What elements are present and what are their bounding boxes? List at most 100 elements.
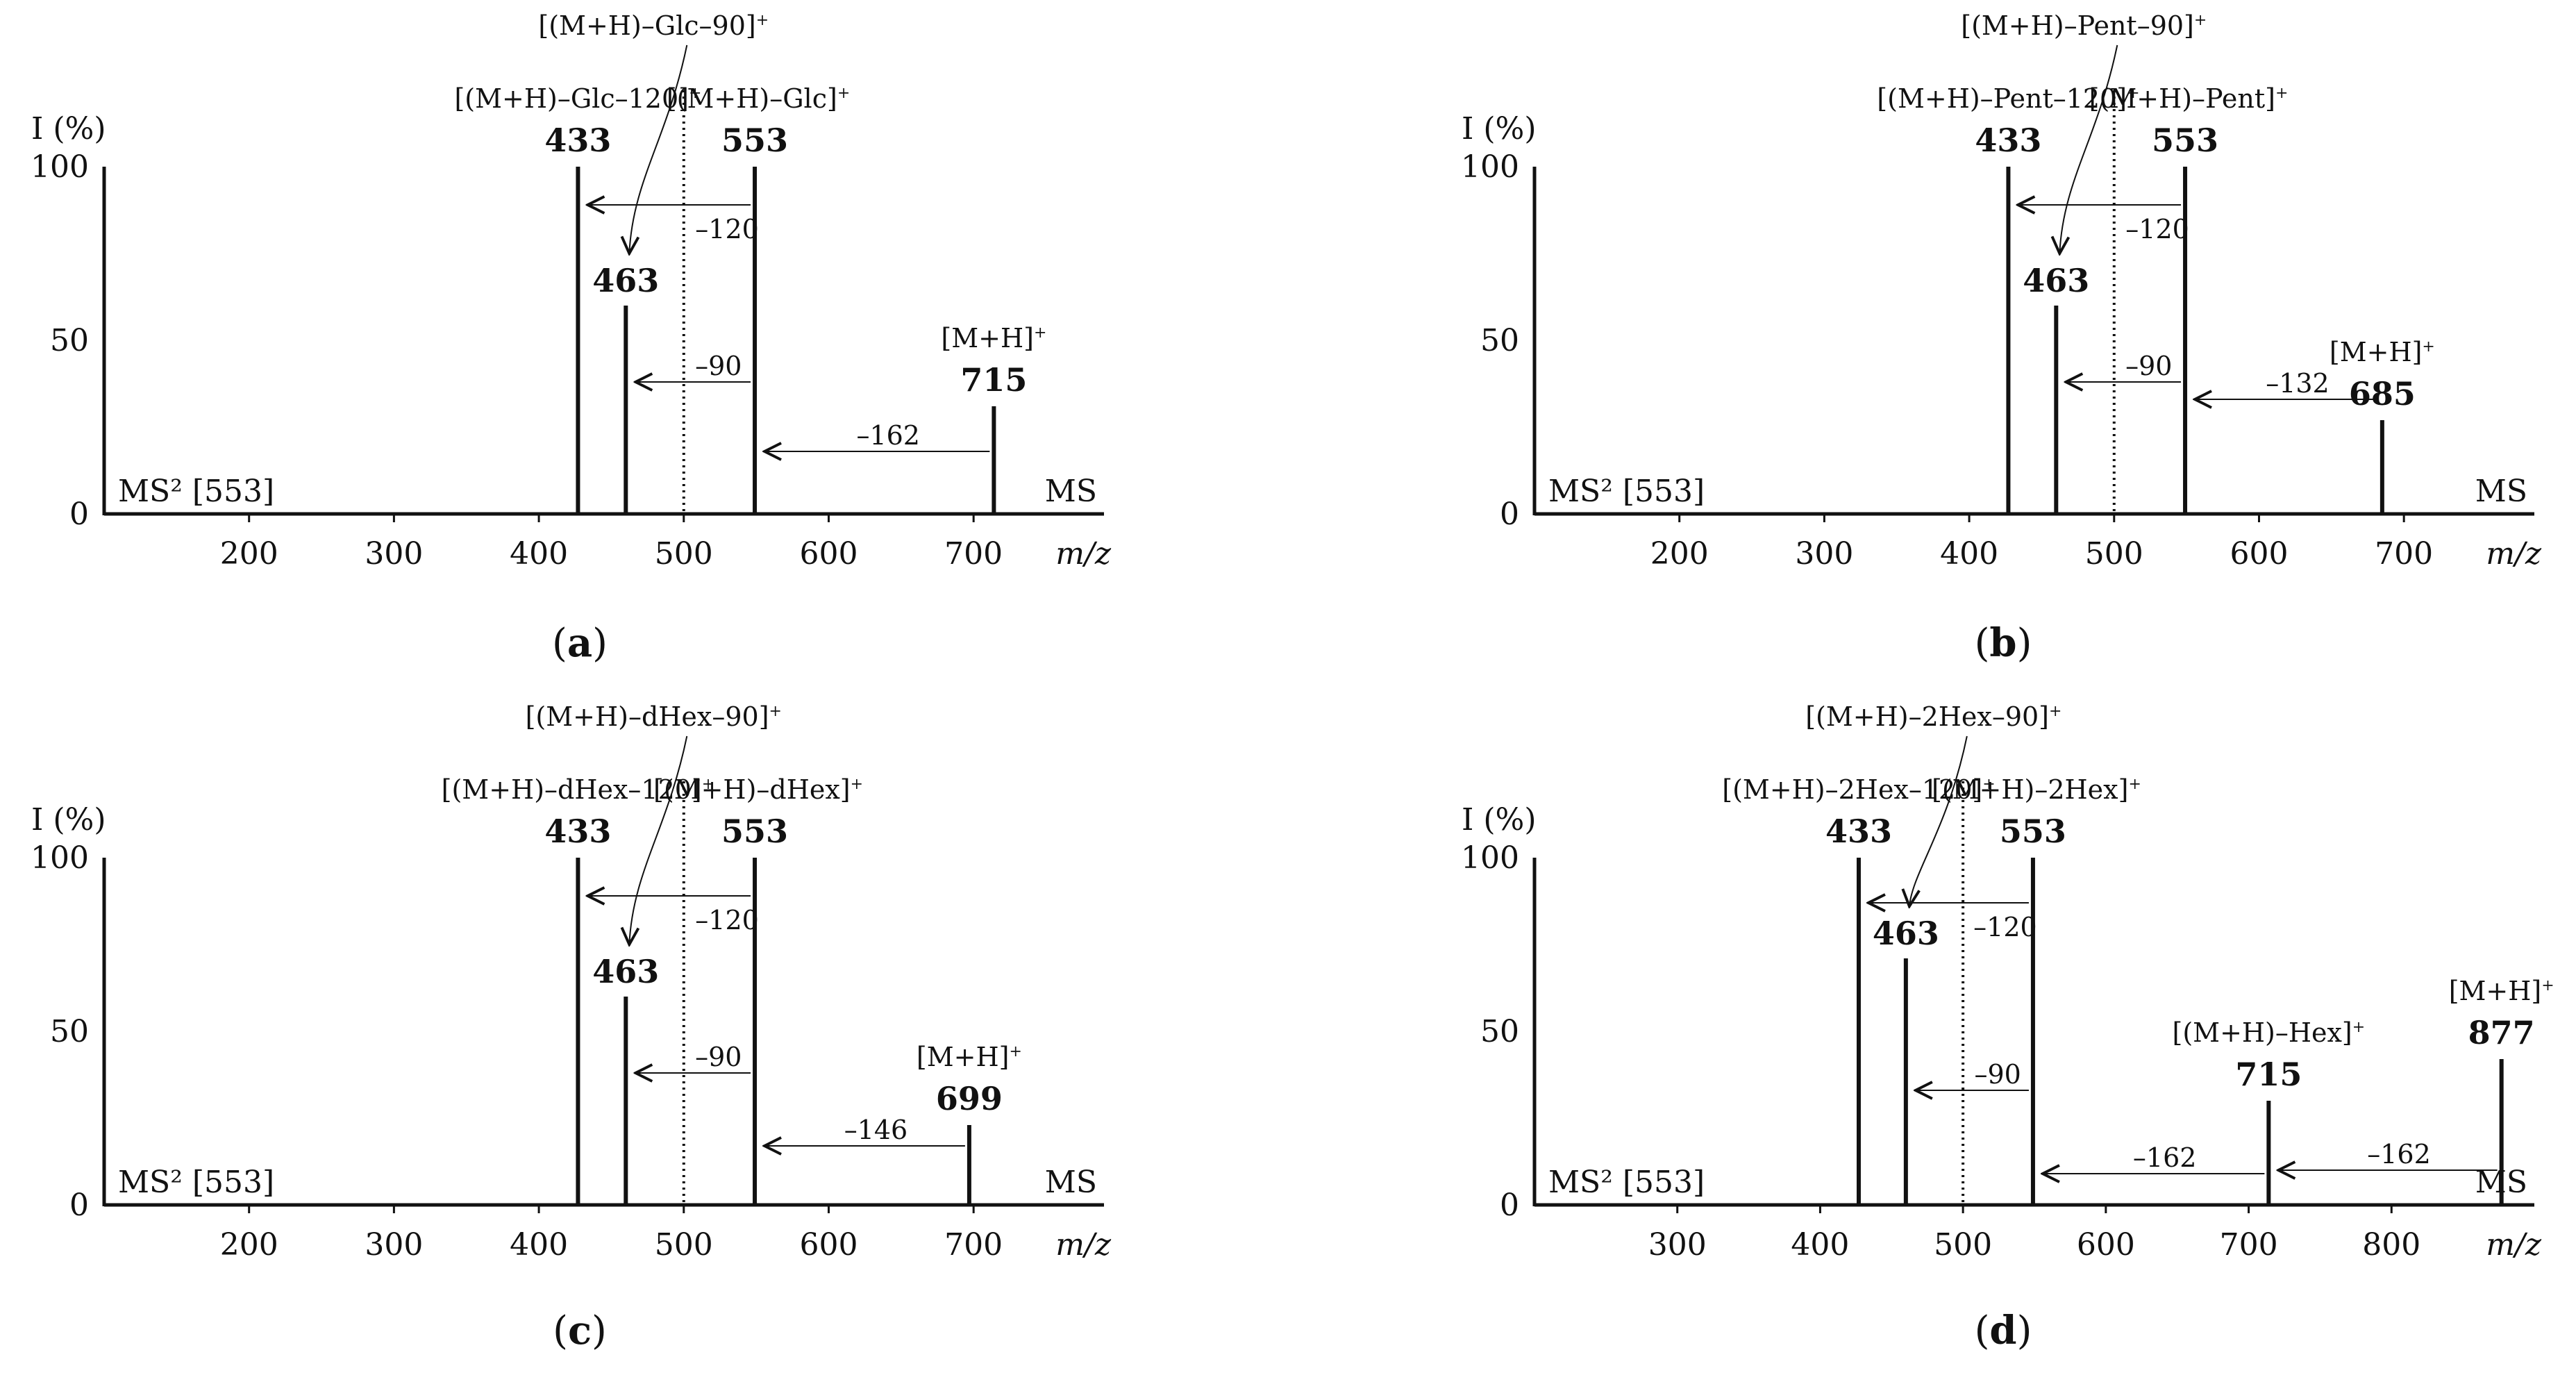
ion-formula: [(M+H)–Glc–90] (538, 10, 755, 41)
caption-letter: a (567, 620, 592, 666)
x-tick-label: 700 (944, 536, 1003, 572)
ion-formula: [(M+H)–2Hex] (1932, 774, 2128, 805)
ion-label: [M+H]+ (2449, 976, 2554, 1006)
loss-label: –90 (695, 1042, 742, 1072)
ion-label: [(M+H)–dHex–120]+ (442, 774, 715, 805)
y-tick-label: 50 (50, 1014, 89, 1049)
fragment-arrow (629, 735, 688, 944)
x-unit-label: m/z (2486, 536, 2542, 572)
ion-charge: + (689, 85, 701, 102)
x-tick-label: 500 (2085, 536, 2143, 572)
loss-label: –120 (1973, 912, 2037, 942)
ion-formula: [(M+H)–Pent] (2089, 83, 2275, 114)
caption-letter: d (1989, 1308, 2016, 1354)
ion-label: [M+H]+ (917, 1042, 1022, 1072)
peak-number: 553 (721, 122, 788, 159)
panel-c: I (%) 0 50 100 200 300 400 500 600 700 m/z MS² [553… (31, 701, 1112, 1263)
y-tick-label: 0 (69, 497, 89, 532)
ion-formula: [(M+H)–Pent–120] (1877, 83, 2127, 114)
x-tick-label: 400 (510, 536, 568, 572)
caption-open: ( (552, 621, 567, 666)
x-tick-label: 700 (2220, 1227, 2278, 1263)
ion-charge: + (837, 85, 850, 102)
x-tick-label: 600 (2230, 536, 2288, 572)
peak-number: 553 (721, 813, 788, 850)
peak-number: 463 (2023, 262, 2089, 299)
peak-number: 433 (544, 813, 611, 850)
ion-label: [(M+H)–2Hex]+ (1932, 774, 2141, 805)
y-tick-label: 100 (31, 840, 89, 876)
panel-caption: (b) (1975, 620, 2032, 666)
ion-charge: + (769, 703, 782, 720)
ion-label: [(M+H)–Glc–90]+ (538, 10, 769, 41)
x-tick-label: 200 (1650, 536, 1709, 572)
y-tick-label: 0 (1500, 1188, 1519, 1223)
y-tick-label: 0 (1500, 497, 1519, 532)
peak-number: 685 (2349, 375, 2416, 413)
panel-a: I (%) 0 50 100 200 300 400 500 600 700 m/z MS² [553… (31, 10, 1112, 572)
x-tick-label: 300 (1795, 536, 1853, 572)
ion-charge: + (2352, 1019, 2365, 1036)
ms2-label: MS² [553] (1548, 474, 1705, 509)
loss-label: –120 (695, 214, 759, 244)
loss-label: –146 (844, 1115, 908, 1145)
panel-d: I (%) 0 50 100 300 400 500 600 700 800 m/z MS² [553… (1461, 701, 2554, 1263)
x-tick-label: 300 (1648, 1227, 1707, 1263)
loss-label: –90 (1974, 1059, 2021, 1090)
peak-number: 463 (1873, 915, 1939, 952)
ion-charge: + (2194, 12, 2207, 29)
ion-charge: + (2128, 776, 2141, 793)
ion-charge: + (2422, 338, 2434, 356)
ms-label: MS (1045, 474, 1097, 509)
ion-formula: [M+H] (2449, 976, 2542, 1006)
x-tick-label: 200 (220, 1227, 278, 1263)
panel-caption: (d) (1975, 1308, 2032, 1354)
ion-formula: [(M+H)–Pent–90] (1961, 10, 2194, 41)
peak-number: 715 (2235, 1056, 2302, 1093)
peak-number: 699 (936, 1080, 1003, 1117)
ms2-label: MS² [553] (118, 1165, 274, 1200)
ion-charge: + (2127, 85, 2139, 102)
fragment-arrow (2059, 44, 2118, 253)
fragment-arrow (629, 44, 688, 253)
loss-label: –132 (2266, 368, 2330, 399)
ion-charge: + (702, 776, 714, 793)
ion-formula: [M+H] (2330, 337, 2423, 367)
ion-charge: + (2049, 703, 2061, 720)
x-tick-label: 300 (365, 1227, 423, 1263)
peak-number: 877 (2468, 1014, 2535, 1051)
caption-close: ) (2017, 1308, 2032, 1354)
loss-label: –162 (2133, 1142, 2197, 1173)
caption-open: ( (553, 1308, 568, 1354)
ion-label: [(M+H)–Glc]+ (667, 83, 850, 114)
ion-charge: + (756, 12, 769, 29)
x-tick-label: 200 (220, 536, 278, 572)
ion-formula: [(M+H)–Hex] (2173, 1017, 2352, 1048)
ion-label: [(M+H)–Pent–120]+ (1877, 83, 2139, 114)
peak-number: 433 (1975, 122, 2041, 159)
ion-formula: [(M+H)–2Hex–120] (1722, 774, 1982, 805)
ion-formula: [(M+H)–dHex–120] (442, 774, 702, 805)
ion-charge: + (2275, 85, 2288, 102)
y-axis-label: I (%) (31, 802, 106, 838)
ion-formula: [M+H] (917, 1042, 1010, 1072)
x-tick-label: 500 (1934, 1227, 1992, 1263)
x-tick-label: 700 (944, 1227, 1003, 1263)
loss-label: –120 (695, 905, 759, 935)
ms2-label: MS² [553] (118, 474, 274, 509)
ms-label: MS (1045, 1165, 1097, 1200)
ion-charge: + (1982, 776, 1995, 793)
ion-label: [(M+H)–Pent–90]+ (1961, 10, 2207, 41)
ion-label: [(M+H)–Pent]+ (2089, 83, 2289, 114)
y-tick-label: 50 (1480, 1014, 1519, 1049)
y-axis-label: I (%) (1462, 802, 1537, 838)
x-tick-label: 400 (510, 1227, 568, 1263)
ion-label: [M+H]+ (941, 323, 1046, 353)
peak-number: 463 (592, 262, 659, 299)
ion-charge: + (2541, 977, 2554, 994)
peak-number: 715 (960, 361, 1027, 399)
y-tick-label: 50 (50, 323, 89, 358)
loss-label: –162 (2367, 1139, 2431, 1169)
ion-label: [M+H]+ (2330, 337, 2435, 367)
